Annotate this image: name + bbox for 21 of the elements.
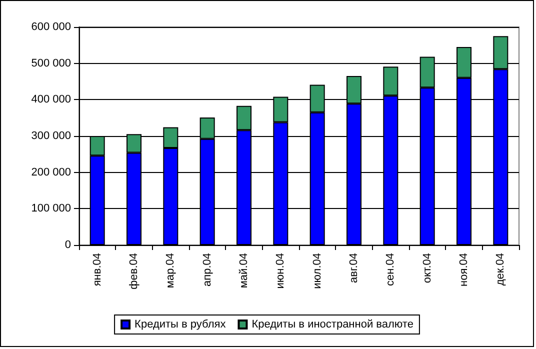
x-tick-label: мар.04 [164, 253, 177, 288]
y-tick-label: 600 000 [31, 21, 71, 33]
x-tick-label: фев.04 [128, 253, 140, 290]
legend-label: Кредиты в рублях [134, 318, 226, 330]
x-tick-label: апр.04 [201, 253, 214, 286]
y-tick-label: 300 000 [31, 130, 71, 142]
x-tick-label: май.04 [238, 253, 250, 288]
y-tick-label: 400 000 [31, 94, 71, 106]
x-tick-label: авг.04 [348, 253, 360, 283]
y-tick-label: 500 000 [31, 57, 71, 70]
y-tick-label: 0 [64, 239, 71, 251]
legend-label: Кредиты в иностранной валюте [252, 318, 414, 330]
x-tick-label: ноя.04 [458, 253, 470, 286]
x-tick-label: янв.04 [91, 253, 104, 286]
x-tick-label: июл.04 [311, 253, 324, 289]
y-tick-label: 200 000 [31, 166, 71, 178]
x-tick-label: июн.04 [274, 253, 287, 289]
x-tick-label: дек.04 [494, 253, 507, 286]
x-tick-label: окт.04 [421, 253, 434, 284]
x-tick-label: сен.04 [384, 253, 397, 286]
y-tick-label: 100 000 [31, 202, 71, 215]
